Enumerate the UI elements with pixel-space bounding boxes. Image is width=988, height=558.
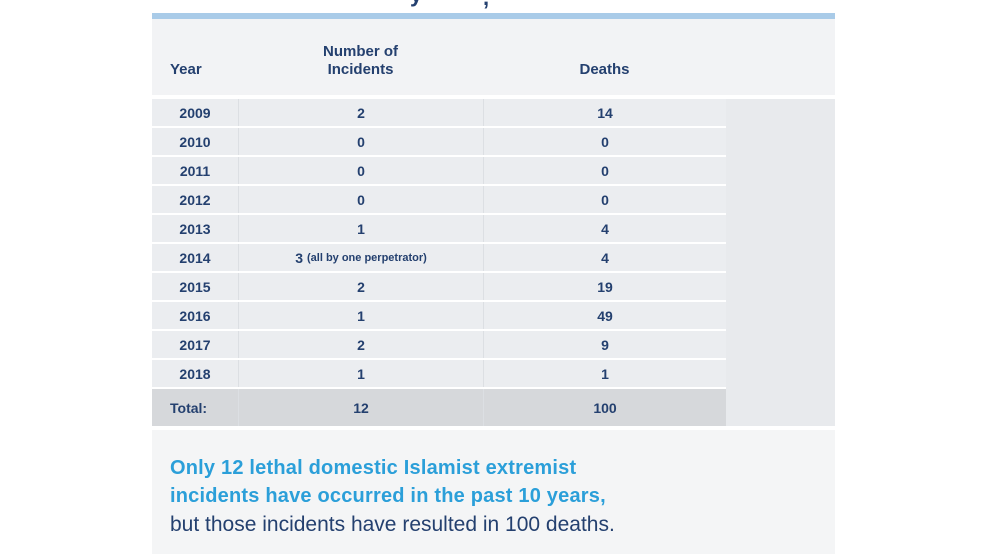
row-year-value: 2016 xyxy=(179,307,211,324)
title-descender-1: y xyxy=(410,0,422,6)
row-deaths-value: 14 xyxy=(483,99,726,126)
row-incidents-cell: 0 xyxy=(238,186,483,213)
row-incidents-value: 1 xyxy=(357,365,365,382)
row-incidents-cell: 2 xyxy=(238,99,483,126)
row-deaths-value: 4 xyxy=(483,244,726,271)
row-incidents-cell: 0 xyxy=(238,157,483,184)
cropped-title-fragment: y , xyxy=(152,0,835,13)
row-incidents-cell: 2 xyxy=(238,273,483,300)
accent-bar xyxy=(152,13,835,19)
caption-line-1: Only 12 lethal domestic Islamist extremi… xyxy=(170,457,577,479)
row-deaths-value: 9 xyxy=(483,331,726,358)
row-incidents-value: 2 xyxy=(357,336,365,353)
row-deaths-value: 4 xyxy=(483,215,726,242)
table-total-row: Total: 12 100 xyxy=(152,389,726,426)
row-incidents-note: (all by one perpetrator) xyxy=(307,251,427,264)
table-body: 2009 2 14 2010 0 0 2011 0 0 2012 0 0 201… xyxy=(152,99,726,426)
column-header-incidents-line2: Incidents xyxy=(327,61,394,78)
row-year-value: 2009 xyxy=(179,104,211,121)
table-row: 2010 0 0 xyxy=(152,128,726,155)
table-row: 2011 0 0 xyxy=(152,157,726,184)
row-incidents-value: 0 xyxy=(357,191,365,208)
row-year-value: 2010 xyxy=(179,133,211,150)
table-row: 2014 3 (all by one perpetrator) 4 xyxy=(152,244,726,271)
row-incidents-cell: 1 xyxy=(238,302,483,329)
row-incidents-cell: 0 xyxy=(238,128,483,155)
row-year-value: 2015 xyxy=(179,278,211,295)
table-header: Year Number of Incidents Deaths xyxy=(152,19,835,95)
table-row: 2012 0 0 xyxy=(152,186,726,213)
row-incidents-value: 1 xyxy=(357,307,365,324)
total-incidents-value: 12 xyxy=(238,389,483,426)
row-incidents-value: 3 xyxy=(295,249,303,266)
row-incidents-cell: 1 xyxy=(238,215,483,242)
table-row: 2016 1 49 xyxy=(152,302,726,329)
empty-side-column xyxy=(726,99,835,426)
row-incidents-cell: 2 xyxy=(238,331,483,358)
table-row: 2017 2 9 xyxy=(152,331,726,358)
row-deaths-value: 19 xyxy=(483,273,726,300)
caption-line-3: but those incidents have resulted in 100… xyxy=(170,513,615,536)
row-incidents-value: 0 xyxy=(357,162,365,179)
caption-line-2: incidents have occurred in the past 10 y… xyxy=(170,485,606,507)
row-year-value: 2018 xyxy=(179,365,211,382)
table-body-wrap: 2009 2 14 2010 0 0 2011 0 0 2012 0 0 201… xyxy=(152,99,835,426)
column-header-deaths: Deaths xyxy=(579,61,630,78)
row-deaths-value: 0 xyxy=(483,157,726,184)
caption-block: Only 12 lethal domestic Islamist extremi… xyxy=(152,430,835,554)
header-body-gap xyxy=(152,95,835,99)
table-row: 2018 1 1 xyxy=(152,360,726,387)
row-deaths-value: 1 xyxy=(483,360,726,387)
total-label: Total: xyxy=(170,399,208,416)
row-incidents-value: 1 xyxy=(357,220,365,237)
column-header-incidents-line1: Number of xyxy=(323,43,398,60)
column-header-incidents: Number of Incidents xyxy=(238,43,483,95)
total-deaths-value: 100 xyxy=(483,389,726,426)
row-deaths-value: 49 xyxy=(483,302,726,329)
row-deaths-value: 0 xyxy=(483,128,726,155)
table-row: 2013 1 4 xyxy=(152,215,726,242)
row-incidents-value: 2 xyxy=(357,104,365,121)
row-year-value: 2012 xyxy=(179,191,211,208)
row-incidents-value: 0 xyxy=(357,133,365,150)
row-year-value: 2014 xyxy=(179,249,211,266)
column-header-year: Year xyxy=(170,61,202,78)
infographic-panel: y , Year Number of Incidents Deaths 2009… xyxy=(152,0,835,558)
row-year-value: 2011 xyxy=(179,162,211,179)
table-row: 2015 2 19 xyxy=(152,273,726,300)
row-incidents-cell: 3 (all by one perpetrator) xyxy=(238,244,483,271)
title-descender-2: , xyxy=(483,0,489,9)
table-row: 2009 2 14 xyxy=(152,99,726,126)
row-incidents-cell: 1 xyxy=(238,360,483,387)
table-caption-gap xyxy=(152,426,835,430)
row-year-value: 2017 xyxy=(179,336,211,353)
row-deaths-value: 0 xyxy=(483,186,726,213)
row-year-value: 2013 xyxy=(179,220,211,237)
row-incidents-value: 2 xyxy=(357,278,365,295)
